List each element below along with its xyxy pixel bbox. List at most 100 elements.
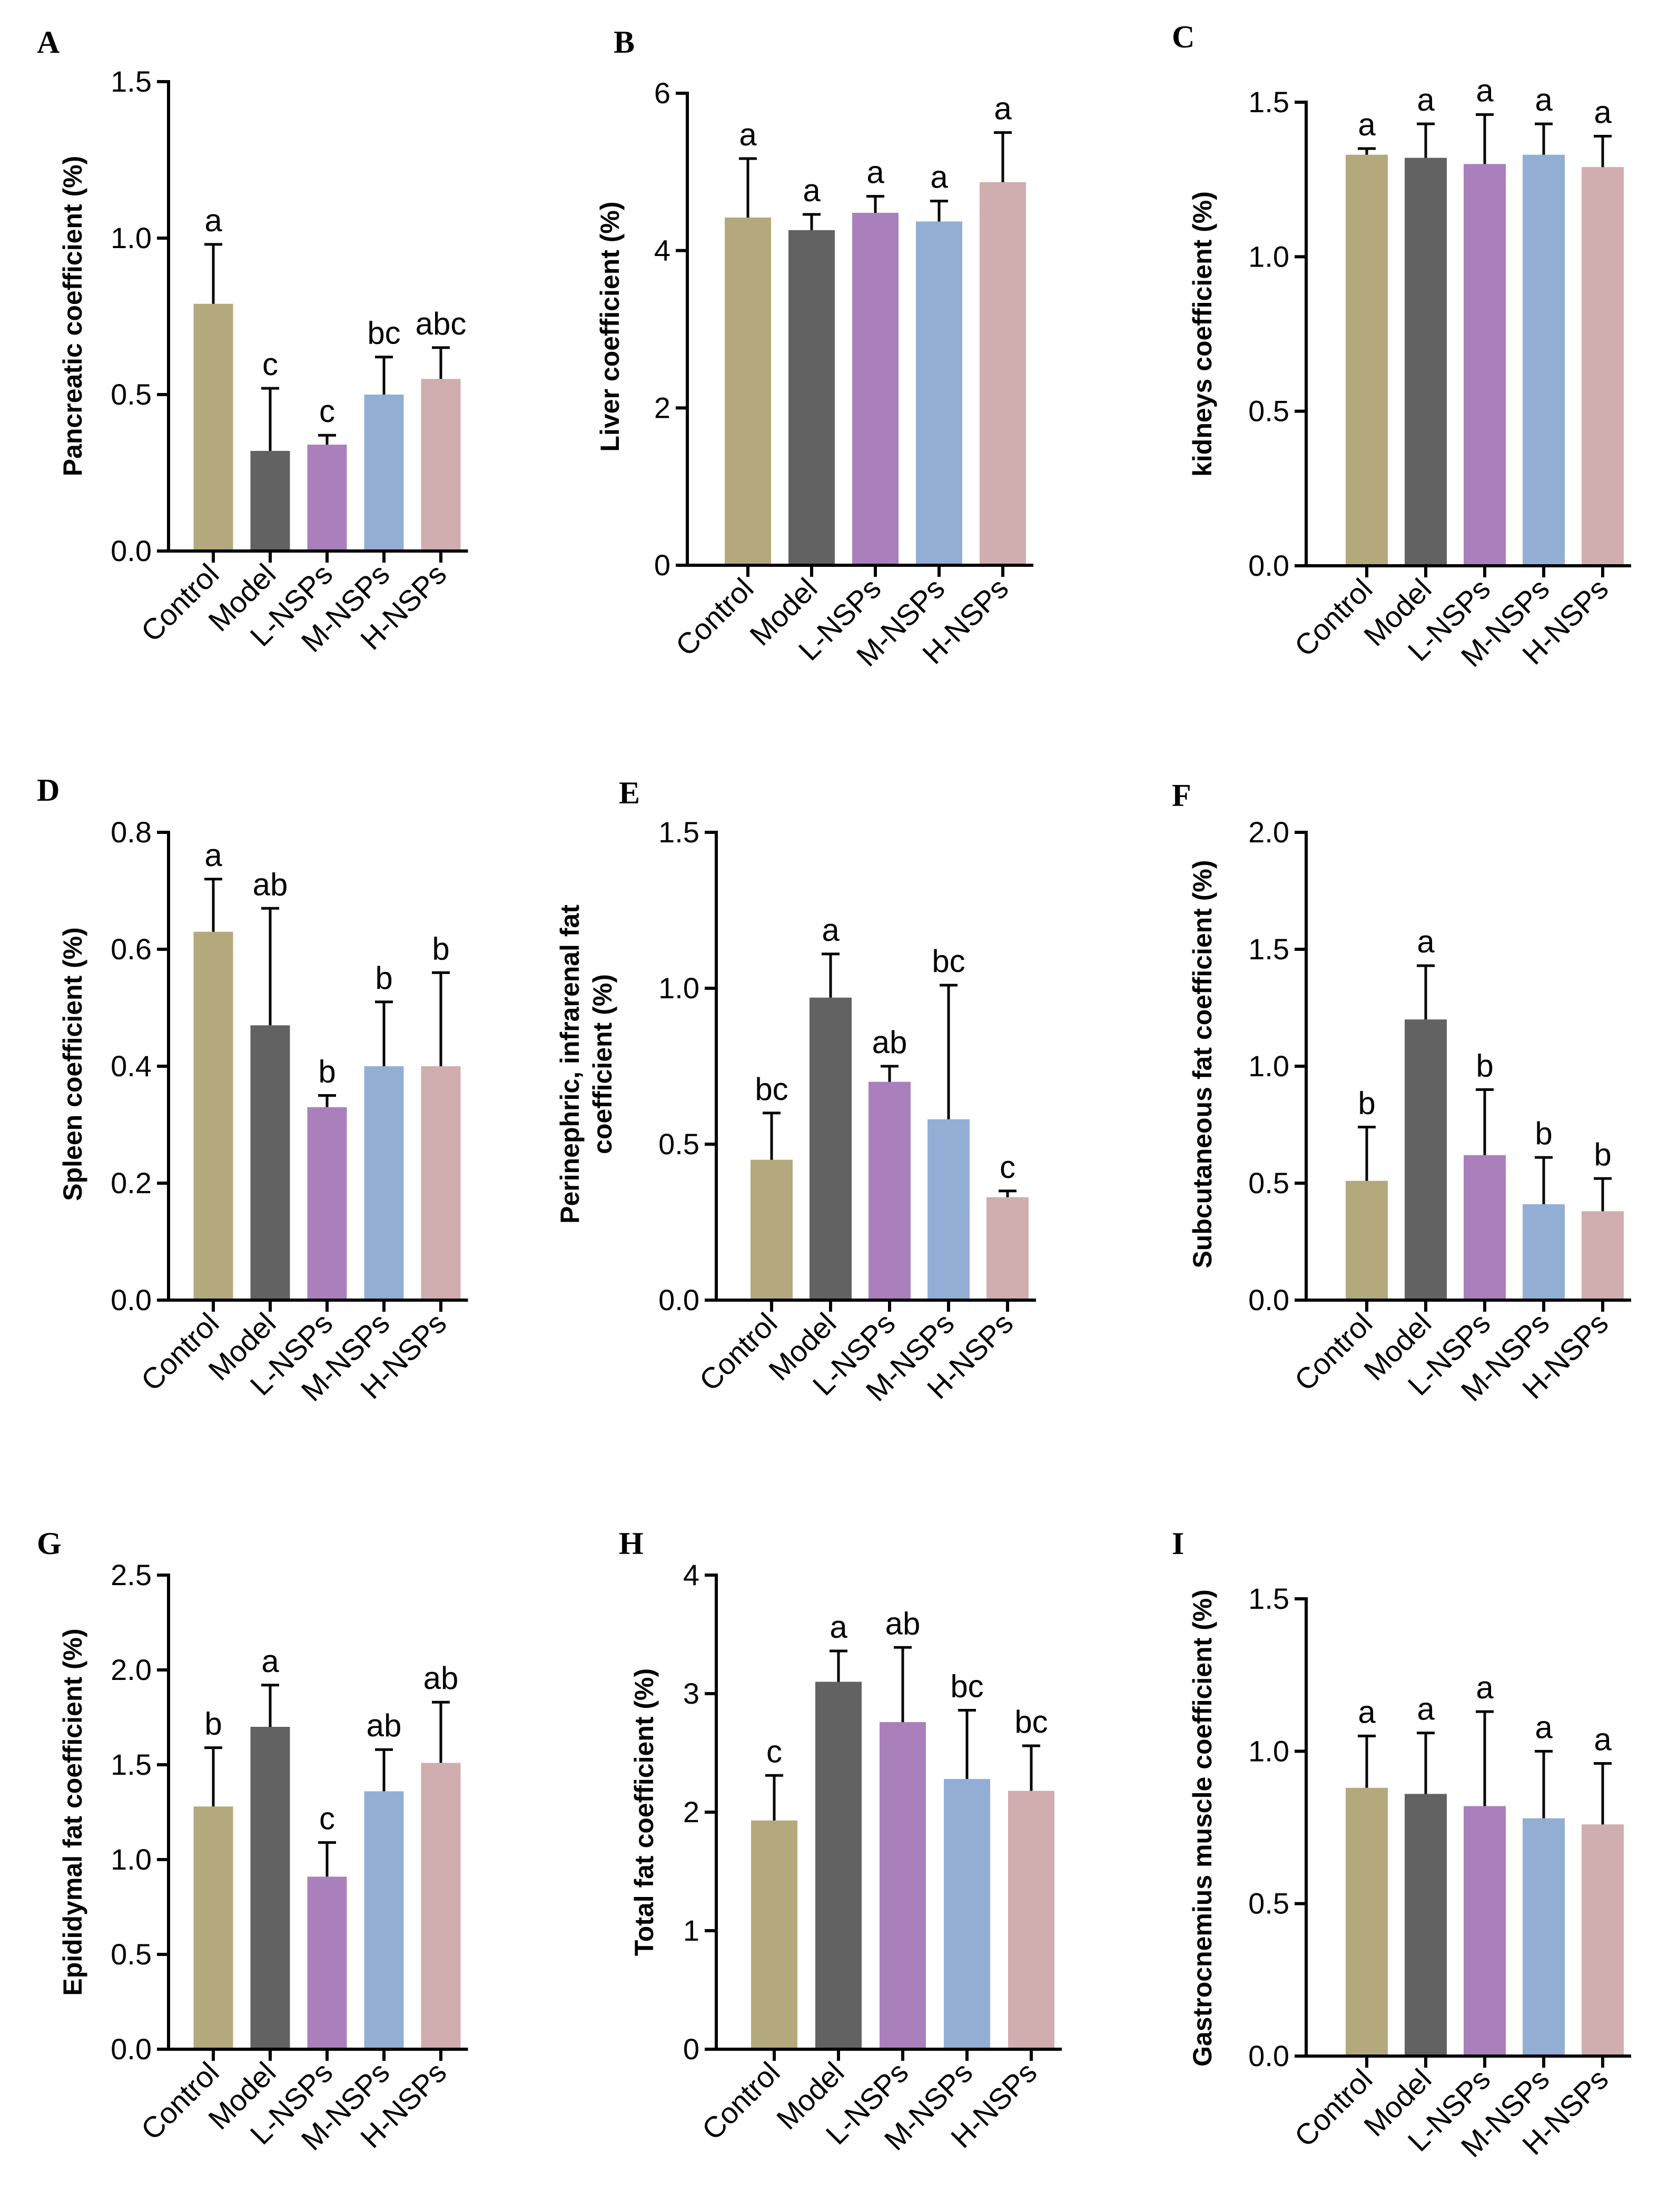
y-tick-label: 0 <box>683 2032 699 2066</box>
y-tick-label: 2.0 <box>1248 815 1289 849</box>
error-bar <box>1022 1744 1040 1791</box>
error-bar <box>1535 1749 1553 1818</box>
significance-label: a <box>866 155 884 190</box>
axes <box>1305 1597 1631 2058</box>
significance-label: bc <box>1014 1704 1048 1739</box>
significance-label: a <box>1594 95 1612 130</box>
panel-F: Fbabbb0.00.51.01.52.0ControlModelL-NSPsM… <box>1172 778 1631 1408</box>
error-bar <box>432 346 450 379</box>
error-bar <box>866 195 884 213</box>
y-tick-label: 1.0 <box>1248 240 1289 273</box>
bar-Control <box>1346 1181 1388 1300</box>
bar-Control <box>193 1806 233 2049</box>
error-bar <box>375 1000 393 1066</box>
axes <box>167 80 468 553</box>
bar-H-NSPs <box>986 1197 1029 1300</box>
error-bar <box>432 971 450 1066</box>
significance-label: b <box>318 1054 335 1089</box>
y-axis-label: Total fat coefficient (%) <box>629 1668 659 1956</box>
error-bar <box>940 984 958 1119</box>
y-tick-label: 1.0 <box>658 971 699 1005</box>
panel-C: Caa a a a0.00.51.01.5ControlModelL-NSPsM-NS… <box>1172 19 1631 673</box>
bar-Model <box>250 1025 290 1300</box>
bar-Control <box>193 303 233 551</box>
bar-Model <box>1405 1794 1447 2056</box>
x-tick-label: Control <box>1288 2062 1378 2153</box>
y-tick-label: 0.0 <box>111 534 152 567</box>
y-tick-label: 0.0 <box>111 1283 152 1316</box>
y-axis-label: kidneys coefficient (%) <box>1188 191 1217 477</box>
bar-Model <box>250 1727 290 2049</box>
y-tick-label: 1.0 <box>111 1843 152 1876</box>
y-tick-label: 1.5 <box>111 1748 152 1781</box>
significance-label: a <box>1535 82 1553 117</box>
significance-label: a <box>822 912 840 948</box>
y-tick-label: 1.0 <box>1248 1734 1289 1767</box>
panel-letter: H <box>619 1526 644 1561</box>
bar-Model <box>1405 1019 1447 1300</box>
y-tick-label: 2.5 <box>111 1558 152 1591</box>
bar-H-NSPs <box>980 182 1026 565</box>
y-tick-label: 0.2 <box>111 1166 152 1200</box>
error-bar <box>318 434 336 445</box>
y-tick-label: 2.0 <box>111 1653 152 1686</box>
error-bar <box>930 200 948 222</box>
panel-E: Ebcaabbcc0.00.51.01.5ControlModelL-NSPsM… <box>555 775 1036 1408</box>
significance-label: c <box>319 1801 335 1836</box>
y-tick-label: 1.5 <box>1248 1582 1289 1615</box>
bar-M-NSPs <box>916 221 962 565</box>
significance-label: b <box>1476 1048 1493 1083</box>
significance-label: ab <box>885 1606 921 1641</box>
significance-label: c <box>766 1734 782 1769</box>
significance-label: bc <box>950 1669 983 1704</box>
bar-L-NSPs <box>852 212 899 565</box>
bar-L-NSPs <box>880 1722 926 2049</box>
significance-label: a <box>830 1609 847 1645</box>
error-bar <box>830 1649 847 1682</box>
bar-Control <box>751 1820 797 2049</box>
significance-label: ab <box>367 1708 402 1743</box>
significance-label: abc <box>416 306 467 341</box>
axes <box>1305 101 1631 567</box>
y-tick-label: 0.0 <box>1248 1283 1289 1316</box>
error-bar <box>1358 1734 1376 1788</box>
significance-label: bc <box>932 943 965 979</box>
bar-Control <box>725 217 771 565</box>
x-tick-label: Control <box>669 572 759 662</box>
panel-H: Hca abbcbc01234ControlModelL-NSPsM-NSPsH-… <box>619 1526 1062 2157</box>
bar-Control <box>751 1159 793 1300</box>
bar-M-NSPs <box>1523 1818 1565 2056</box>
bar-H-NSPs <box>1582 1824 1624 2056</box>
panel-letter: B <box>614 25 635 60</box>
significance-label: bc <box>367 316 400 351</box>
y-tick-label: 0.5 <box>1248 1166 1289 1200</box>
y-tick-label: 0.5 <box>1248 395 1289 428</box>
bar-M-NSPs <box>944 1779 990 2049</box>
bar-Model <box>250 450 290 551</box>
error-bar <box>318 1094 336 1107</box>
error-bar <box>1358 1125 1376 1181</box>
x-tick-label: Control <box>693 1306 783 1397</box>
axes <box>167 1574 468 2051</box>
error-bar <box>894 1646 912 1722</box>
error-bar <box>204 243 222 304</box>
bar-Control <box>1346 1787 1388 2056</box>
significance-label: a <box>930 160 948 195</box>
y-tick-label: 0.5 <box>1248 1887 1289 1920</box>
bar-L-NSPs <box>307 1876 347 2049</box>
significance-label: a <box>1476 73 1494 108</box>
error-bar <box>1417 122 1435 158</box>
significance-label: a <box>1476 1670 1494 1705</box>
error-bar <box>1594 1762 1612 1825</box>
y-tick-label: 2 <box>683 1795 699 1828</box>
error-bar <box>739 157 757 218</box>
error-bar <box>204 878 222 932</box>
error-bar <box>1358 147 1376 155</box>
significance-label: a <box>204 838 222 873</box>
error-bar <box>1476 1088 1494 1155</box>
panel-letter: D <box>37 773 60 808</box>
significance-label: c <box>262 347 278 382</box>
bar-M-NSPs <box>364 1066 404 1300</box>
error-bar <box>958 1709 976 1779</box>
